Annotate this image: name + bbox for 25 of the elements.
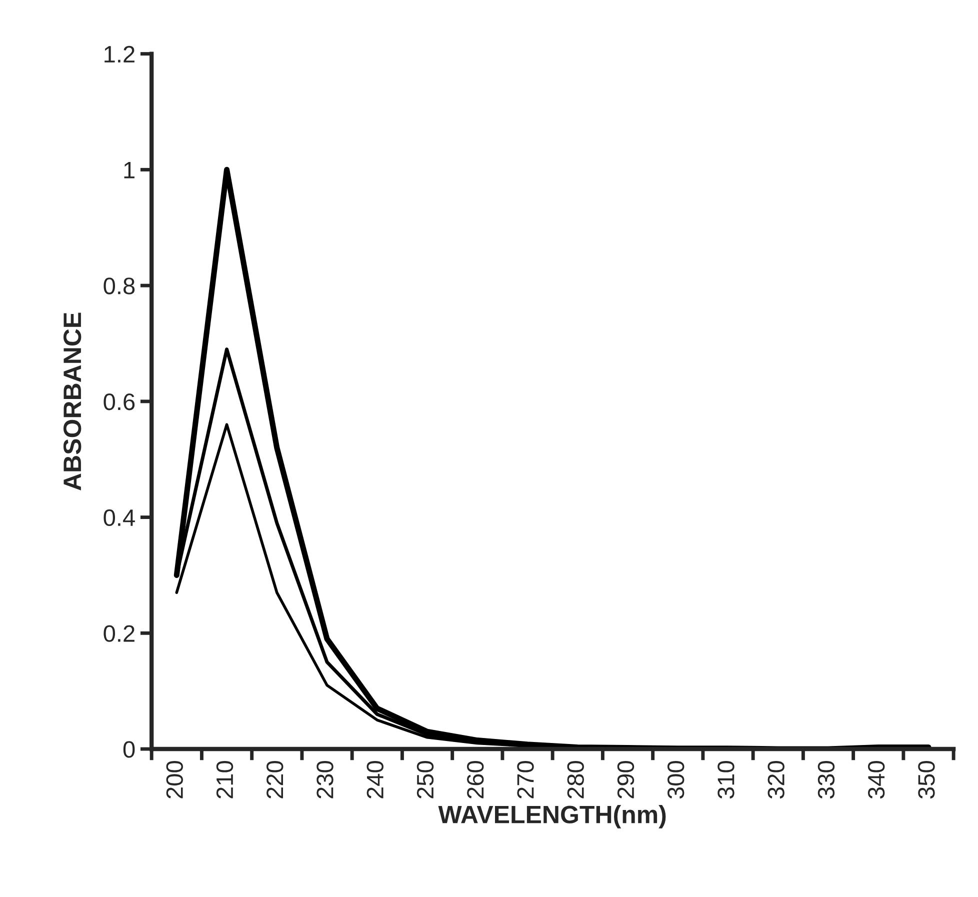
x-tick-label: 340	[868, 761, 885, 799]
x-tick-label: 290	[617, 761, 634, 798]
y-tick-label: 0.6	[104, 393, 135, 410]
y-tick-label: 0.8	[104, 278, 135, 294]
y-axis-title: ABSORBANCE	[63, 312, 82, 490]
y-tick-label: 1.2	[104, 46, 134, 62]
x-tick-label: 270	[517, 761, 534, 798]
x-tick-label: 330	[818, 761, 835, 799]
x-axis-title: WAVELENGTH(nm)	[438, 805, 666, 828]
x-tick-label: 240	[366, 761, 384, 798]
x-tick-label: 220	[266, 761, 284, 798]
x-tick-label: 230	[316, 761, 334, 798]
x-tick-label: 210	[216, 761, 234, 798]
x-tick-label: 350	[918, 761, 935, 799]
x-tick-label: 250	[416, 761, 434, 798]
y-tick-label: 0.4	[104, 509, 135, 526]
x-tick-label: 300	[667, 761, 684, 799]
y-tick-label: 1	[124, 162, 134, 178]
x-tick-label: 310	[718, 761, 734, 799]
x-tick-label: 280	[567, 761, 584, 798]
x-tick-label: 320	[768, 761, 784, 799]
x-tick-label: 200	[166, 761, 183, 798]
y-tick-label: 0	[123, 741, 135, 758]
y-tick-label: 0.2	[104, 625, 134, 642]
x-tick-label: 260	[467, 761, 484, 798]
